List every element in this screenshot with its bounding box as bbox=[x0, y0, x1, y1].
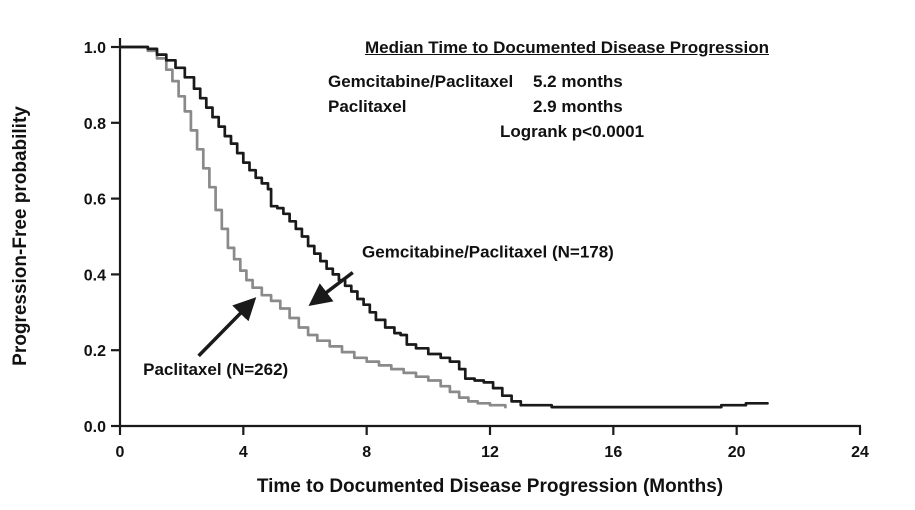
y-tick-group: 0.0 0.2 0.4 0.6 0.8 1.0 bbox=[84, 40, 120, 436]
median-row-gemcitabine: Gemcitabine/Paclitaxel 5.2 months bbox=[328, 69, 806, 94]
x-tick-label: 12 bbox=[481, 444, 499, 461]
y-tick-label: 0.0 bbox=[84, 419, 106, 436]
x-axis-label: Time to Documented Disease Progression (… bbox=[257, 476, 723, 497]
median-annotation-box: Median Time to Documented Disease Progre… bbox=[328, 36, 806, 144]
median-row-label: Gemcitabine/Paclitaxel bbox=[328, 72, 514, 91]
x-tick-label: 8 bbox=[362, 444, 371, 461]
x-tick-label: 4 bbox=[239, 444, 248, 461]
series-gemcitabine-paclitaxel-n-178 bbox=[118, 45, 769, 409]
y-tick-label: 0.8 bbox=[84, 116, 106, 133]
median-row-value: 2.9 months bbox=[533, 97, 623, 116]
median-row-label: Paclitaxel bbox=[328, 97, 407, 116]
y-tick-label: 0.4 bbox=[84, 267, 106, 284]
x-tick-label: 24 bbox=[851, 444, 869, 461]
series-paclitaxel-n-262 bbox=[118, 45, 507, 409]
x-tick-label: 16 bbox=[604, 444, 622, 461]
gemcitabine-curve-label: Gemcitabine/Paclitaxel (N=178) bbox=[362, 242, 614, 261]
y-tick-label: 1.0 bbox=[84, 40, 106, 57]
median-annotation-title: Median Time to Documented Disease Progre… bbox=[364, 38, 769, 57]
y-axis-label: Progression-Free probability bbox=[10, 106, 31, 366]
arrow-to-gemcitabine-curve bbox=[308, 271, 354, 306]
paclitaxel-curve-label: Paclitaxel (N=262) bbox=[143, 360, 288, 379]
logrank-pvalue: Logrank p<0.0001 bbox=[500, 122, 645, 141]
x-tick-label: 20 bbox=[728, 444, 746, 461]
arrow-to-paclitaxel-curve bbox=[197, 297, 257, 358]
median-row-value: 5.2 months bbox=[533, 72, 623, 91]
series-group bbox=[118, 45, 769, 409]
x-tick-group: 0 4 8 12 16 20 24 bbox=[116, 426, 869, 461]
median-row-paclitaxel: Paclitaxel 2.9 months bbox=[328, 94, 806, 119]
x-tick-label: 0 bbox=[116, 444, 125, 461]
y-tick-label: 0.6 bbox=[84, 192, 106, 209]
y-tick-label: 0.2 bbox=[84, 343, 106, 360]
